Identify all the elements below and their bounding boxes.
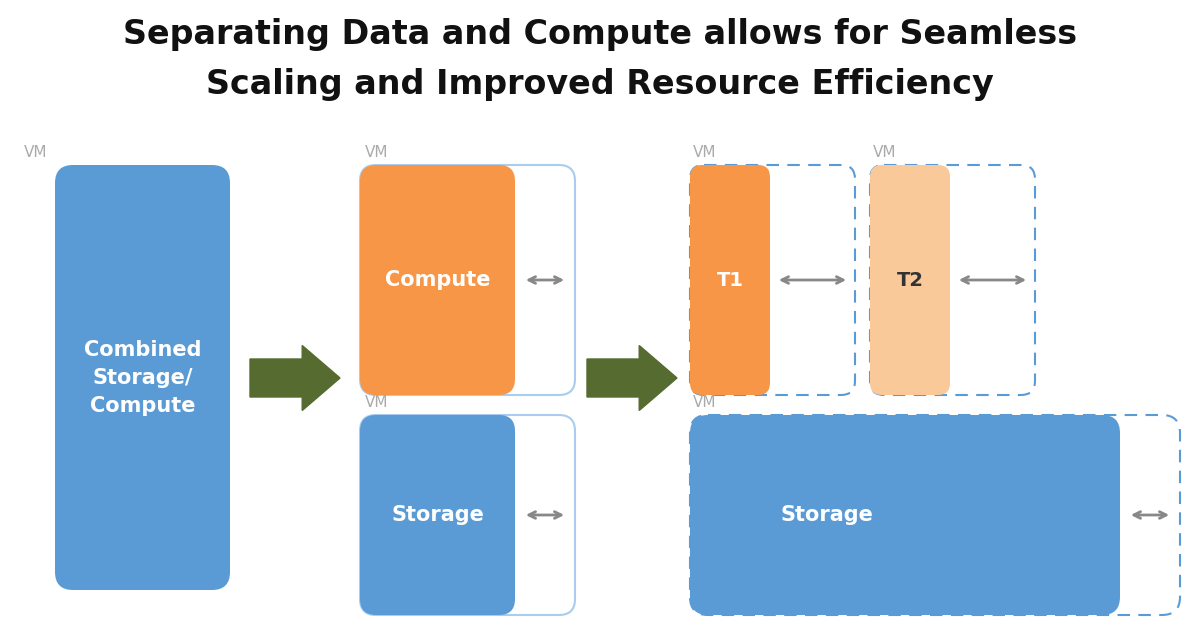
Text: Separating Data and Compute allows for Seamless: Separating Data and Compute allows for S… (122, 18, 1078, 51)
Text: T1: T1 (716, 270, 744, 290)
FancyBboxPatch shape (360, 165, 515, 395)
Text: Combined
Storage/
Compute: Combined Storage/ Compute (84, 340, 202, 416)
Polygon shape (587, 345, 677, 411)
Text: Storage: Storage (391, 505, 484, 525)
Text: VM: VM (694, 395, 716, 410)
Text: Compute: Compute (385, 270, 491, 290)
Text: VM: VM (365, 145, 389, 160)
FancyBboxPatch shape (360, 165, 575, 395)
FancyBboxPatch shape (690, 165, 770, 395)
Text: VM: VM (874, 145, 896, 160)
Text: Scaling and Improved Resource Efficiency: Scaling and Improved Resource Efficiency (206, 68, 994, 101)
FancyBboxPatch shape (360, 415, 575, 615)
FancyBboxPatch shape (690, 415, 1120, 615)
Polygon shape (250, 345, 340, 411)
Text: VM: VM (24, 145, 47, 160)
FancyBboxPatch shape (360, 415, 515, 615)
FancyBboxPatch shape (870, 165, 950, 395)
Text: VM: VM (365, 395, 389, 410)
Text: VM: VM (694, 145, 716, 160)
FancyBboxPatch shape (55, 165, 230, 590)
Text: Storage: Storage (780, 505, 872, 525)
Text: T2: T2 (896, 270, 924, 290)
